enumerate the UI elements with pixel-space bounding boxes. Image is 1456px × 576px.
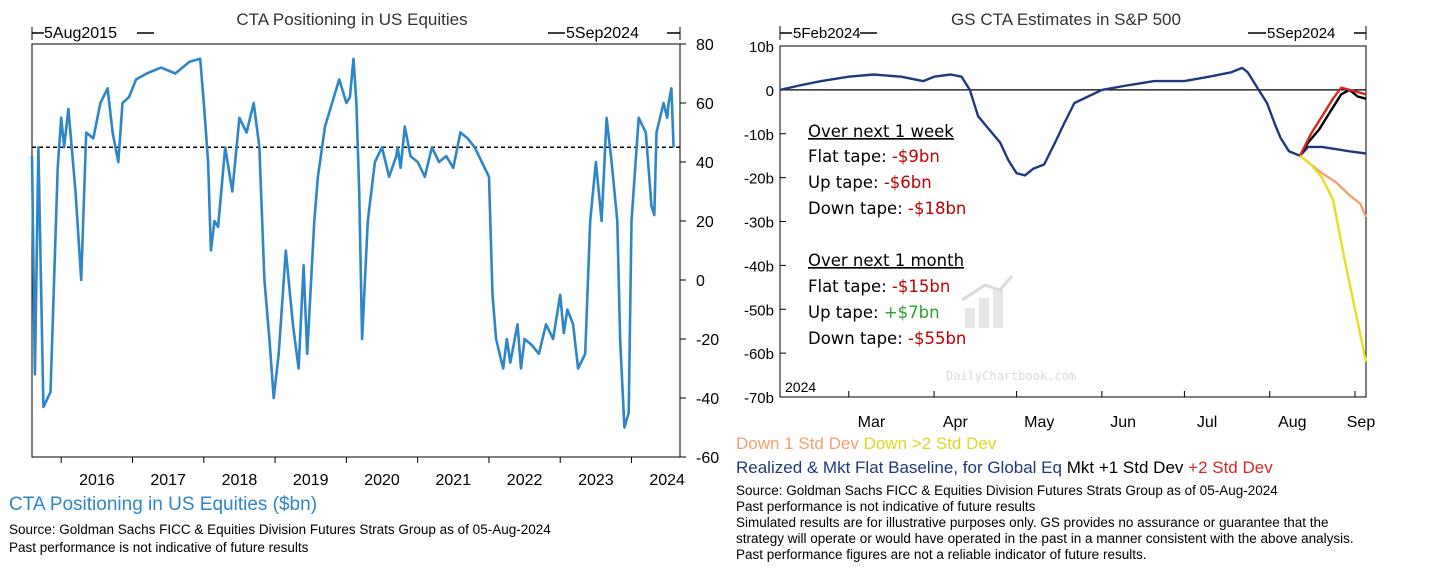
left-y-tick-label: -60 [696,450,719,467]
right-y-tick-label: 0 [766,83,774,100]
right-y-tick-label: 10b [749,39,774,56]
callout-week-down: Down tape: -$18bn [808,199,966,218]
right-x-tick-label: Mar [858,414,886,431]
series-realized-line [779,66,1367,177]
right-note-3: strategy will operate or would have oper… [736,531,1354,546]
right-note-2: Simulated results are for illustrative p… [736,515,1329,530]
svg-text:5Feb2024: 5Feb2024 [793,25,861,42]
svg-text:5Sep2024: 5Sep2024 [1267,25,1335,42]
left-y-axis: 80 60 40 20 0 -20 -40 -60 [680,37,719,467]
callout-month-up: Up tape: +$7bn [808,303,940,322]
right-chart: GS CTA Estimates in S&P 500 5Feb2024 5Se… [744,10,1376,431]
right-x-tick-label: Apr [943,414,969,431]
left-disclaimer: Past performance is not indicative of fu… [9,540,309,555]
left-x-tick-label: 2017 [150,472,186,489]
series-plus2-line [1298,86,1367,157]
left-x-tick-label: 2024 [649,472,685,489]
right-y-tick-label: -70b [744,390,774,407]
left-y-tick-label: -20 [696,332,719,349]
left-x-tick-label: 2016 [79,472,115,489]
callout-week-flat: Flat tape: -$9bn [808,147,940,166]
callout-box: Over next 1 week Flat tape: -$9bn Up tap… [808,122,966,348]
callout-week-up: Up tape: -$6bn [808,173,932,192]
series-down2-line [1299,154,1368,363]
right-chart-title: GS CTA Estimates in S&P 500 [951,10,1181,29]
right-x-tick-label: Jul [1197,414,1217,431]
legend-row-2: Realized & Mkt Flat Baseline, for Global… [736,458,1273,478]
left-footer-title: CTA Positioning in US Equities ($bn) [9,494,318,515]
legend-down2: Down >2 Std Dev [863,434,997,453]
right-end-label: 5Sep2024 [1248,25,1367,42]
legend-realized: Realized & Mkt Flat Baseline, for Global… [736,458,1062,477]
left-chart-title: CTA Positioning in US Equities [236,10,467,29]
legend-down1: Down 1 Std Dev [736,434,859,453]
right-source: Source: Goldman Sachs FICC & Equities Di… [736,483,1278,498]
right-x-tick-label: Sep [1347,414,1376,431]
right-x-tick-label: May [1024,414,1054,431]
series-mkt1-line [1298,88,1367,157]
left-chart: CTA Positioning in US Equities 5Aug2015 … [30,10,719,489]
watermark: DailyChartbook.com [946,275,1076,383]
callout-week-title: Over next 1 week [808,122,954,141]
right-y-tick-label: -20b [744,171,774,188]
left-end-label: 5Sep2024 [548,25,681,42]
right-y-tick-label: -60b [744,346,774,363]
right-note-1: Past performance is not indicative of fu… [736,499,1036,514]
left-x-tick-label: 2022 [507,472,543,489]
right-y-tick-label: -50b [744,302,774,319]
svg-text:DailyChartbook.com: DailyChartbook.com [946,369,1076,383]
callout-month-title: Over next 1 month [808,251,964,270]
callout-month-flat: Flat tape: -$15bn [808,277,950,296]
left-y-tick-label: 60 [696,96,714,113]
left-x-tick-label: 2019 [293,472,329,489]
left-y-tick-label: -40 [696,391,719,408]
right-y-tick-label: -30b [744,215,774,232]
left-x-tick-label: 2018 [222,472,258,489]
right-y-tick-label: -10b [744,127,774,144]
callout-month-down: Down tape: -$55bn [808,329,966,348]
svg-text:5Aug2015: 5Aug2015 [44,25,117,42]
left-x-tick-label: 2021 [436,472,472,489]
left-x-tick-label: 2023 [578,472,614,489]
left-y-tick-label: 80 [696,37,714,54]
right-note-4: Past performance figures are not a relia… [736,547,1147,562]
legend-plus2: +2 Std Dev [1188,458,1273,477]
legend-mkt1: Mkt +1 Std Dev [1066,458,1184,477]
left-x-axis: 2016 2017 2018 2019 2020 2021 2022 2023 2024 [60,457,685,489]
left-y-tick-label: 40 [696,155,714,172]
watermark-logo-icon [961,275,1014,328]
right-y-axis: 10b 0 -10b -20b -30b -40b -50b -60b -70b [744,39,786,407]
svg-text:5Sep2024: 5Sep2024 [566,25,639,42]
right-y-tick-label: -40b [744,258,774,275]
left-x-tick-label: 2020 [364,472,400,489]
left-series-line [30,57,675,429]
left-start-label: 5Aug2015 [31,25,154,42]
right-x-tick-label: Jun [1110,414,1136,431]
left-source: Source: Goldman Sachs FICC & Equities Di… [9,522,551,537]
right-start-label: 5Feb2024 [779,25,877,42]
right-series-group [779,66,1368,363]
left-y-tick-label: 20 [696,214,714,231]
legend-row-1: Down 1 Std Dev Down >2 Std Dev [736,434,996,454]
right-x-tick-label: Aug [1278,414,1306,431]
left-y-tick-label: 0 [696,273,705,290]
right-year-label: 2024 [785,379,816,395]
right-x-axis: Mar Apr May Jun Jul Aug Sep [848,391,1376,431]
